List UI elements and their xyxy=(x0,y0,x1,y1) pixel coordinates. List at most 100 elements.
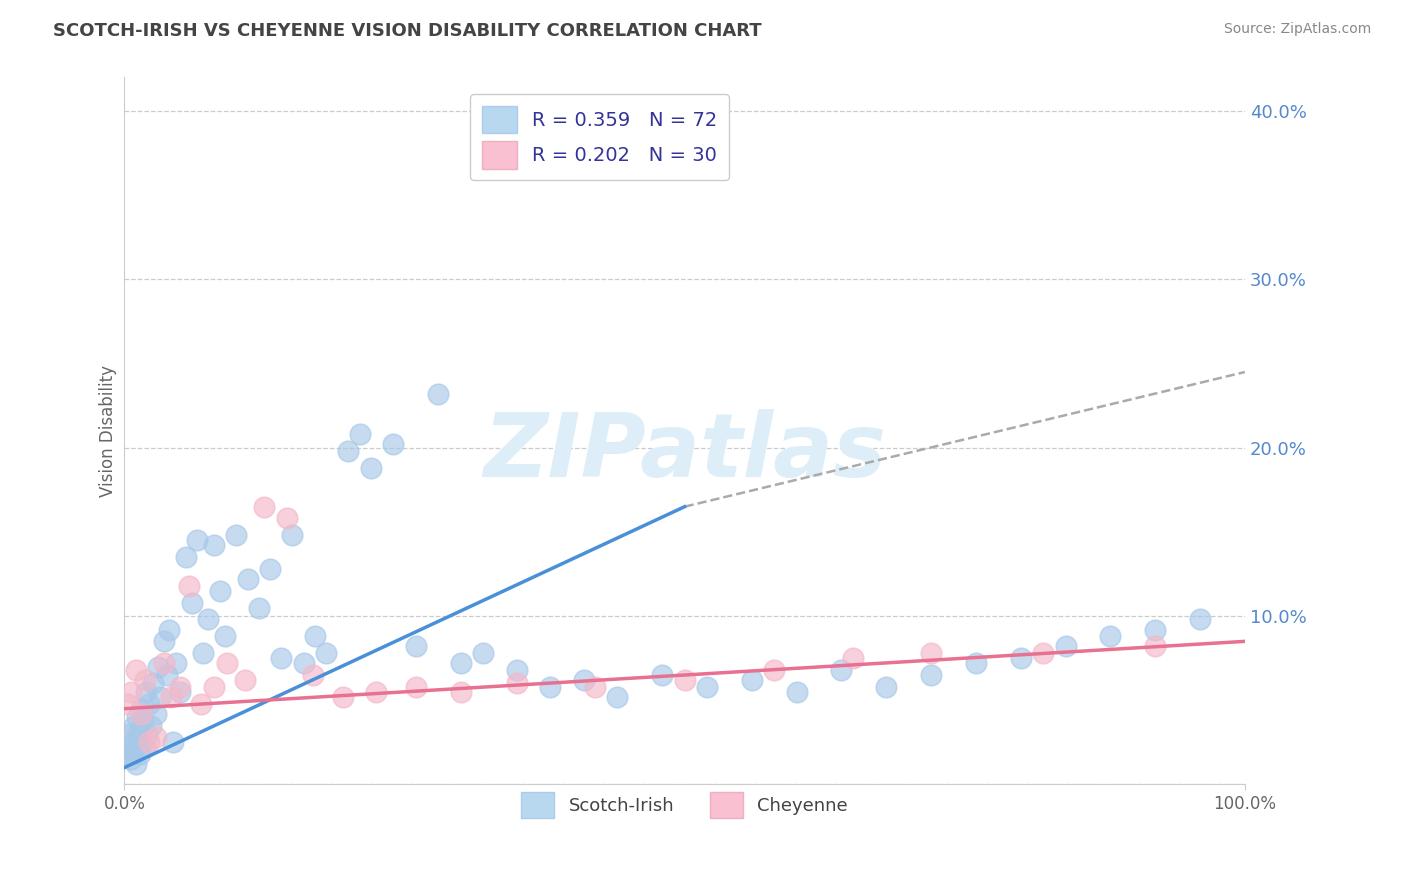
Point xyxy=(253,500,276,514)
Point xyxy=(572,673,595,687)
Point xyxy=(427,387,450,401)
Point xyxy=(202,538,225,552)
Point xyxy=(450,657,472,671)
Point xyxy=(174,550,197,565)
Point xyxy=(236,572,259,586)
Point xyxy=(120,685,142,699)
Point xyxy=(538,680,561,694)
Point xyxy=(1099,629,1122,643)
Point xyxy=(841,651,863,665)
Point xyxy=(156,668,179,682)
Point xyxy=(763,663,786,677)
Point xyxy=(149,690,172,704)
Point xyxy=(124,663,146,677)
Point xyxy=(696,680,718,694)
Point xyxy=(134,740,156,755)
Point xyxy=(132,714,155,728)
Point xyxy=(965,657,987,671)
Point xyxy=(1189,612,1212,626)
Point xyxy=(135,685,157,699)
Point xyxy=(786,685,808,699)
Point xyxy=(259,562,281,576)
Point xyxy=(146,659,169,673)
Point xyxy=(131,735,153,749)
Point xyxy=(1032,646,1054,660)
Point xyxy=(191,646,214,660)
Point xyxy=(875,680,897,694)
Point xyxy=(247,600,270,615)
Point xyxy=(127,731,149,745)
Point xyxy=(1144,640,1167,654)
Point xyxy=(505,676,527,690)
Point xyxy=(186,533,208,548)
Point xyxy=(332,690,354,704)
Point xyxy=(118,727,141,741)
Point xyxy=(1054,640,1077,654)
Point xyxy=(920,668,942,682)
Point xyxy=(141,718,163,732)
Point xyxy=(301,668,323,682)
Point xyxy=(134,673,156,687)
Point xyxy=(157,623,180,637)
Point xyxy=(142,676,165,690)
Point xyxy=(122,744,145,758)
Point xyxy=(281,528,304,542)
Point xyxy=(450,685,472,699)
Point xyxy=(118,747,141,761)
Point xyxy=(162,735,184,749)
Text: ZIPatlas: ZIPatlas xyxy=(484,409,886,496)
Text: SCOTCH-IRISH VS CHEYENNE VISION DISABILITY CORRELATION CHART: SCOTCH-IRISH VS CHEYENNE VISION DISABILI… xyxy=(53,22,762,40)
Point xyxy=(217,657,239,671)
Point xyxy=(124,757,146,772)
Point xyxy=(152,657,174,671)
Point xyxy=(741,673,763,687)
Point xyxy=(169,685,191,699)
Point xyxy=(405,640,427,654)
Point xyxy=(138,735,160,749)
Point xyxy=(129,747,152,761)
Point xyxy=(117,697,139,711)
Point xyxy=(129,706,152,721)
Point xyxy=(180,596,202,610)
Point xyxy=(214,629,236,643)
Point xyxy=(179,579,201,593)
Point xyxy=(197,612,219,626)
Point xyxy=(121,735,143,749)
Point xyxy=(202,680,225,694)
Point xyxy=(128,723,150,738)
Point xyxy=(831,663,853,677)
Point xyxy=(505,663,527,677)
Point xyxy=(120,752,142,766)
Point xyxy=(125,710,148,724)
Point xyxy=(583,680,606,694)
Point xyxy=(651,668,673,682)
Point xyxy=(349,427,371,442)
Point xyxy=(606,690,628,704)
Legend: Scotch-Irish, Cheyenne: Scotch-Irish, Cheyenne xyxy=(515,785,855,825)
Point xyxy=(292,657,315,671)
Point xyxy=(366,685,388,699)
Point xyxy=(471,646,494,660)
Point xyxy=(169,680,191,694)
Point xyxy=(129,701,152,715)
Point xyxy=(920,646,942,660)
Y-axis label: Vision Disability: Vision Disability xyxy=(100,365,117,497)
Point xyxy=(270,651,292,665)
Point xyxy=(208,583,231,598)
Point xyxy=(315,646,337,660)
Point xyxy=(235,673,257,687)
Point xyxy=(276,511,298,525)
Point xyxy=(304,629,326,643)
Point xyxy=(145,706,167,721)
Point xyxy=(160,690,183,704)
Point xyxy=(405,680,427,694)
Point xyxy=(382,437,405,451)
Point xyxy=(673,673,696,687)
Point xyxy=(124,718,146,732)
Text: Source: ZipAtlas.com: Source: ZipAtlas.com xyxy=(1223,22,1371,37)
Point xyxy=(135,727,157,741)
Point xyxy=(1144,623,1167,637)
Point xyxy=(225,528,247,542)
Point xyxy=(138,697,160,711)
Point xyxy=(1010,651,1032,665)
